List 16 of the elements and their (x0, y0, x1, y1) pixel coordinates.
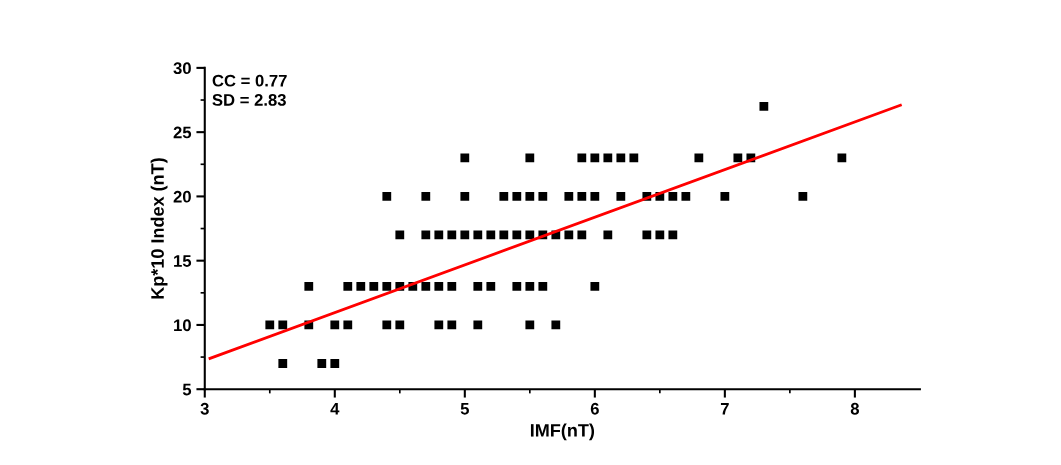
x-tick-label: 4 (330, 403, 340, 415)
x-tick-label: 3 (200, 402, 209, 415)
x-tick-label: 8 (850, 402, 859, 415)
x-axis-title: IMF(nT) (530, 423, 595, 441)
y-tick-label: 15 (174, 255, 192, 267)
x-tick-label: 7 (720, 403, 729, 415)
y-tick-label: 25 (173, 126, 192, 139)
x-tick-label: 5 (460, 403, 469, 415)
y-tick-label: 10 (174, 319, 191, 332)
x-tick-label: 6 (590, 402, 599, 415)
y-tick-label: 30 (173, 62, 191, 75)
annotation: CC = 0.77 (212, 74, 287, 87)
annotation: SD = 2.83 (212, 94, 286, 106)
y-axis-title: Kp*10 Index (nT) (150, 158, 168, 299)
y-tick-label: 5 (182, 383, 192, 396)
y-tick-label: 20 (173, 190, 191, 203)
